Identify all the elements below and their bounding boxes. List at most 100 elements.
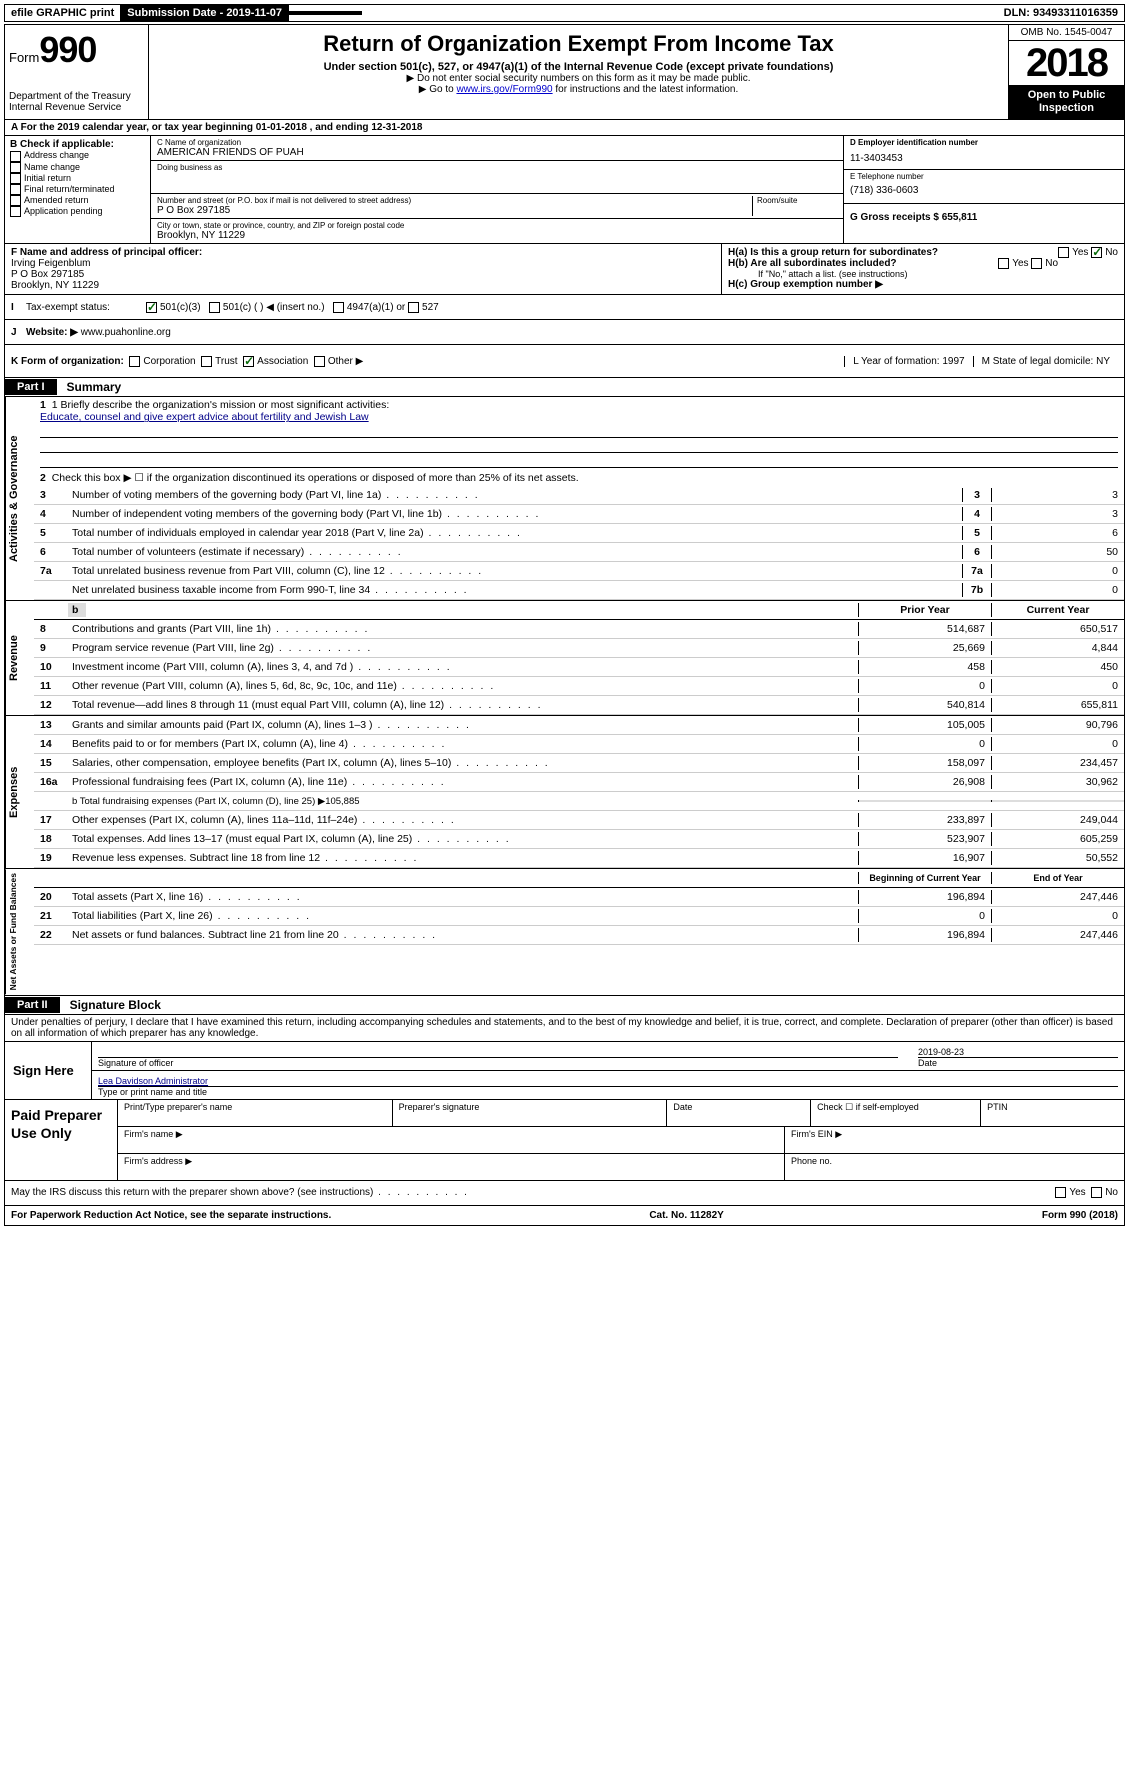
signature-block: Sign Here Signature of officer 2019-08-2… bbox=[4, 1042, 1125, 1100]
form-subtitle: Under section 501(c), 527, or 4947(a)(1)… bbox=[157, 61, 1000, 73]
column-c: C Name of organization AMERICAN FRIENDS … bbox=[151, 136, 843, 243]
blank-btn[interactable] bbox=[289, 11, 362, 15]
tax-year: 2018 bbox=[1009, 41, 1124, 85]
chk-assoc[interactable] bbox=[243, 356, 254, 367]
efile-label[interactable]: efile GRAPHIC print bbox=[5, 5, 121, 21]
vtab-ag: Activities & Governance bbox=[5, 397, 34, 600]
l-label: L Year of formation: 1997 bbox=[844, 356, 972, 367]
note-ssn: ▶ Do not enter social security numbers o… bbox=[157, 73, 1000, 84]
row-i: I Tax-exempt status: 501(c)(3) 501(c) ( … bbox=[4, 295, 1125, 320]
form-footer: Form 990 (2018) bbox=[1042, 1210, 1118, 1221]
sign-here-label: Sign Here bbox=[5, 1042, 92, 1099]
ha-lbl: H(a) Is this a group return for subordin… bbox=[728, 247, 938, 258]
hb-yes-chk[interactable] bbox=[998, 258, 1009, 269]
ag-line: 5Total number of individuals employed in… bbox=[34, 524, 1124, 543]
prep-name-lbl: Print/Type preparer's name bbox=[118, 1100, 393, 1126]
header-center: Return of Organization Exempt From Incom… bbox=[149, 25, 1008, 119]
officer-name: Irving Feigenblum bbox=[11, 258, 715, 269]
part2-header-row: Part II Signature Block bbox=[4, 996, 1125, 1015]
discuss-yes-chk[interactable] bbox=[1055, 1187, 1066, 1198]
part1-header-row: Part I Summary bbox=[4, 378, 1125, 397]
opt-assoc: Association bbox=[257, 356, 308, 367]
opt-501c: 501(c) ( ) ◀ (insert no.) bbox=[223, 302, 325, 313]
irs-link[interactable]: www.irs.gov/Form990 bbox=[456, 84, 552, 95]
line-b: b Total fundraising expenses (Part IX, c… bbox=[68, 795, 858, 808]
chk-name[interactable] bbox=[10, 162, 21, 173]
opt-corp: Corporation bbox=[143, 356, 195, 367]
note2-post: for instructions and the latest informat… bbox=[553, 84, 739, 95]
row-a: A For the 2019 calendar year, or tax yea… bbox=[5, 120, 1124, 136]
dba-lbl: Doing business as bbox=[157, 163, 837, 172]
k-label: K Form of organization: bbox=[11, 356, 124, 367]
firm-name-lbl: Firm's name ▶ bbox=[118, 1127, 785, 1153]
addr-val: P O Box 297185 bbox=[157, 205, 752, 216]
sig-date-lbl: Date bbox=[918, 1057, 1118, 1068]
g-lbl: G Gross receipts $ 655,811 bbox=[850, 212, 977, 223]
expenses-section: Expenses 13Grants and similar amounts pa… bbox=[4, 716, 1125, 869]
opt-initial: Initial return bbox=[24, 173, 71, 183]
chk-trust[interactable] bbox=[201, 356, 212, 367]
room-lbl: Room/suite bbox=[757, 196, 837, 205]
opt-address: Address change bbox=[24, 150, 89, 160]
ha-no-chk[interactable] bbox=[1091, 247, 1102, 258]
part1-header: Part I bbox=[5, 379, 57, 395]
chk-527[interactable] bbox=[408, 302, 419, 313]
ha-yes: Yes bbox=[1072, 248, 1088, 259]
revenue-section: Revenue b Prior Year Current Year 8Contr… bbox=[4, 601, 1125, 716]
chk-501c[interactable] bbox=[209, 302, 220, 313]
cat-no: Cat. No. 11282Y bbox=[649, 1210, 723, 1221]
row-k: K Form of organization: Corporation Trus… bbox=[4, 345, 1125, 378]
omb-number: OMB No. 1545-0047 bbox=[1009, 25, 1124, 41]
opt-final: Final return/terminated bbox=[24, 184, 115, 194]
opt-527: 527 bbox=[422, 302, 439, 313]
chk-final[interactable] bbox=[10, 184, 21, 195]
chk-501c3[interactable] bbox=[146, 302, 157, 313]
discuss-no-chk[interactable] bbox=[1091, 1187, 1102, 1198]
prep-sig-lbl: Preparer's signature bbox=[393, 1100, 668, 1126]
irs-label: Internal Revenue Service bbox=[9, 102, 144, 113]
submission-date-btn[interactable]: Submission Date - 2019-11-07 bbox=[121, 5, 289, 21]
org-name: AMERICAN FRIENDS OF PUAH bbox=[157, 147, 837, 158]
data-line: 8Contributions and grants (Part VIII, li… bbox=[34, 620, 1124, 639]
ag-line: 6Total number of volunteers (estimate if… bbox=[34, 543, 1124, 562]
pra-notice: For Paperwork Reduction Act Notice, see … bbox=[11, 1210, 331, 1221]
form-prefix: Form bbox=[9, 50, 39, 65]
column-f: F Name and address of principal officer:… bbox=[5, 244, 721, 294]
chk-corp[interactable] bbox=[129, 356, 140, 367]
dln-label: DLN: 93493311016359 bbox=[998, 5, 1124, 21]
ha-yes-chk[interactable] bbox=[1058, 247, 1069, 258]
data-line: 17Other expenses (Part IX, column (A), l… bbox=[34, 811, 1124, 830]
line1-lbl-text: 1 Briefly describe the organization's mi… bbox=[52, 399, 390, 411]
opt-501c3: 501(c)(3) bbox=[160, 302, 201, 313]
top-bar: efile GRAPHIC print Submission Date - 20… bbox=[4, 4, 1125, 22]
data-line: 16aProfessional fundraising fees (Part I… bbox=[34, 773, 1124, 792]
chk-initial[interactable] bbox=[10, 173, 21, 184]
i-label: Tax-exempt status: bbox=[26, 302, 146, 313]
data-line: 21Total liabilities (Part X, line 26)00 bbox=[34, 907, 1124, 926]
hdr-current: Current Year bbox=[991, 603, 1124, 617]
chk-address[interactable] bbox=[10, 151, 21, 162]
opt-trust: Trust bbox=[215, 356, 237, 367]
sig-name-lbl: Type or print name and title bbox=[98, 1086, 1118, 1097]
chk-other[interactable] bbox=[314, 356, 325, 367]
paid-preparer-block: Paid Preparer Use Only Print/Type prepar… bbox=[4, 1100, 1125, 1181]
ag-line: 7aTotal unrelated business revenue from … bbox=[34, 562, 1124, 581]
chk-4947[interactable] bbox=[333, 302, 344, 313]
hb-no-chk[interactable] bbox=[1031, 258, 1042, 269]
form-header: Form990 Department of the Treasury Inter… bbox=[4, 24, 1125, 120]
data-line: 20Total assets (Part X, line 16)196,8942… bbox=[34, 888, 1124, 907]
website-val[interactable]: www.puahonline.org bbox=[81, 327, 171, 338]
data-line: 18Total expenses. Add lines 13–17 (must … bbox=[34, 830, 1124, 849]
opt-amended: Amended return bbox=[24, 195, 89, 205]
data-line: 19Revenue less expenses. Subtract line 1… bbox=[34, 849, 1124, 868]
chk-amended[interactable] bbox=[10, 195, 21, 206]
footer: For Paperwork Reduction Act Notice, see … bbox=[4, 1206, 1125, 1226]
chk-pending[interactable] bbox=[10, 206, 21, 217]
ag-line: 3Number of voting members of the governi… bbox=[34, 486, 1124, 505]
data-line: 22Net assets or fund balances. Subtract … bbox=[34, 926, 1124, 945]
hb-no: No bbox=[1045, 259, 1058, 270]
sig-date-val: 2019-08-23 bbox=[918, 1047, 1118, 1057]
discuss-yes: Yes bbox=[1069, 1187, 1085, 1198]
part2-title: Signature Block bbox=[60, 996, 171, 1014]
hdr-begin: Beginning of Current Year bbox=[858, 872, 991, 884]
